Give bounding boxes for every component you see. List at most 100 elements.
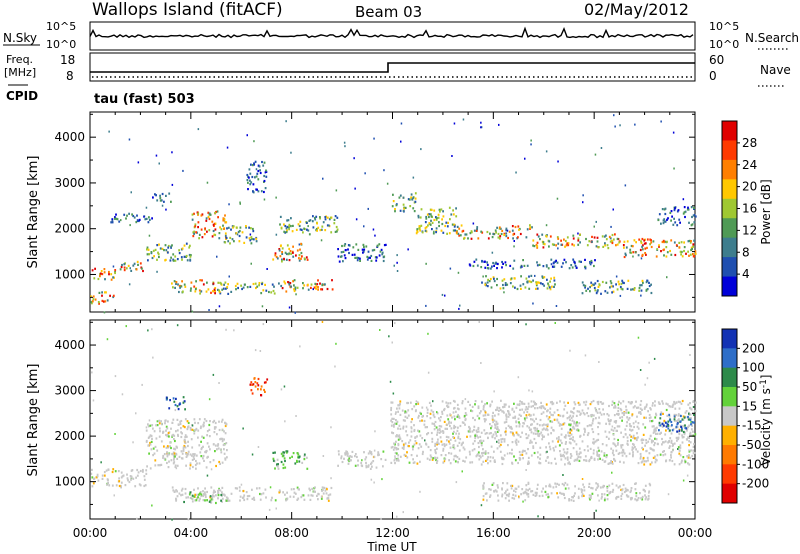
echo-cell [249, 179, 251, 182]
echo-cell [189, 428, 192, 431]
echo-cell [685, 410, 688, 413]
echo-cell [172, 418, 175, 421]
echo-cell [677, 413, 680, 416]
echo-cell [492, 420, 494, 424]
echo-cell [152, 454, 154, 457]
echo-cell [263, 381, 266, 384]
echo-cell [218, 488, 220, 491]
echo-cell [431, 440, 434, 443]
echo-cell [541, 494, 544, 497]
echo-cell [258, 165, 261, 168]
echo-cell [616, 243, 619, 246]
echo-cell [391, 401, 394, 404]
noise-cell [275, 233, 278, 236]
echo-cell [605, 234, 607, 237]
echo-cell [535, 282, 538, 285]
echo-cell [282, 463, 285, 466]
echo-cell [205, 290, 208, 293]
echo-cell [668, 419, 671, 422]
echo-cell [693, 413, 695, 416]
echo-cell [433, 424, 436, 427]
echo-cell [586, 445, 589, 448]
echo-cell [601, 458, 604, 461]
echo-cell [613, 420, 616, 423]
echo-cell [613, 402, 616, 405]
echo-cell [130, 269, 133, 272]
echo-cell [456, 429, 459, 432]
echo-cell [562, 448, 565, 451]
echo-cell [625, 455, 628, 458]
echo-cell [527, 481, 530, 484]
echo-cell [597, 485, 600, 488]
echo-cell [496, 484, 499, 487]
echo-cell [286, 219, 288, 222]
echo-cell [279, 215, 282, 218]
echo-cell [397, 427, 399, 430]
echo-cell [617, 409, 620, 413]
echo-cell [123, 213, 126, 216]
echo-cell [469, 232, 472, 235]
echo-cell [212, 290, 214, 293]
echo-cell [395, 452, 398, 455]
echo-cell [451, 223, 454, 226]
echo-cell [539, 453, 542, 456]
echo-cell [448, 459, 450, 462]
echo-cell [210, 498, 213, 501]
echo-cell [168, 453, 170, 456]
echo-cell [692, 245, 694, 248]
echo-cell [189, 258, 192, 261]
echo-cell [481, 259, 483, 263]
echo-cell [586, 425, 589, 428]
echo-cell [262, 492, 265, 495]
echo-cell [573, 261, 576, 264]
noise-cell [569, 349, 571, 352]
echo-cell [526, 493, 528, 496]
echo-cell [319, 282, 321, 285]
echo-cell [662, 441, 664, 444]
echo-cell [391, 431, 393, 434]
echo-cell [160, 420, 162, 423]
echo-cell [537, 430, 540, 433]
echo-cell [303, 257, 306, 260]
echo-cell [174, 255, 177, 258]
echo-cell [476, 453, 479, 456]
echo-cell [655, 432, 657, 435]
echo-cell [630, 401, 633, 404]
echo-cell [298, 460, 301, 463]
colorbar-segment [722, 198, 737, 219]
echo-cell [274, 254, 277, 257]
noise-cell [503, 291, 505, 294]
echo-cell [614, 233, 616, 236]
echo-cell [441, 218, 443, 221]
echo-cell [512, 493, 515, 496]
echo-cell [589, 447, 592, 450]
echo-cell [325, 492, 328, 495]
echo-cell [253, 496, 255, 499]
echo-cell [180, 427, 182, 430]
echo-cell [211, 220, 214, 223]
echo-cell [560, 239, 562, 242]
echo-cell [688, 450, 691, 453]
echo-cell [588, 497, 591, 500]
echo-cell [370, 259, 373, 262]
echo-cell [513, 277, 516, 280]
echo-cell [246, 495, 249, 498]
noise-cell [145, 206, 148, 209]
echo-cell [583, 433, 585, 436]
echo-cell [430, 404, 432, 407]
echo-cell [315, 229, 318, 232]
echo-cell [542, 246, 545, 249]
echo-cell [590, 281, 593, 284]
echo-cell [343, 254, 346, 257]
echo-cell [487, 456, 489, 459]
echo-cell [604, 244, 606, 247]
echo-cell [263, 174, 266, 178]
echo-cell [179, 420, 182, 423]
echo-cell [169, 445, 171, 448]
echo-cell [109, 294, 111, 297]
echo-cell [391, 417, 394, 420]
echo-cell [248, 168, 251, 171]
echo-cell [414, 440, 417, 443]
echo-cell [97, 479, 100, 482]
